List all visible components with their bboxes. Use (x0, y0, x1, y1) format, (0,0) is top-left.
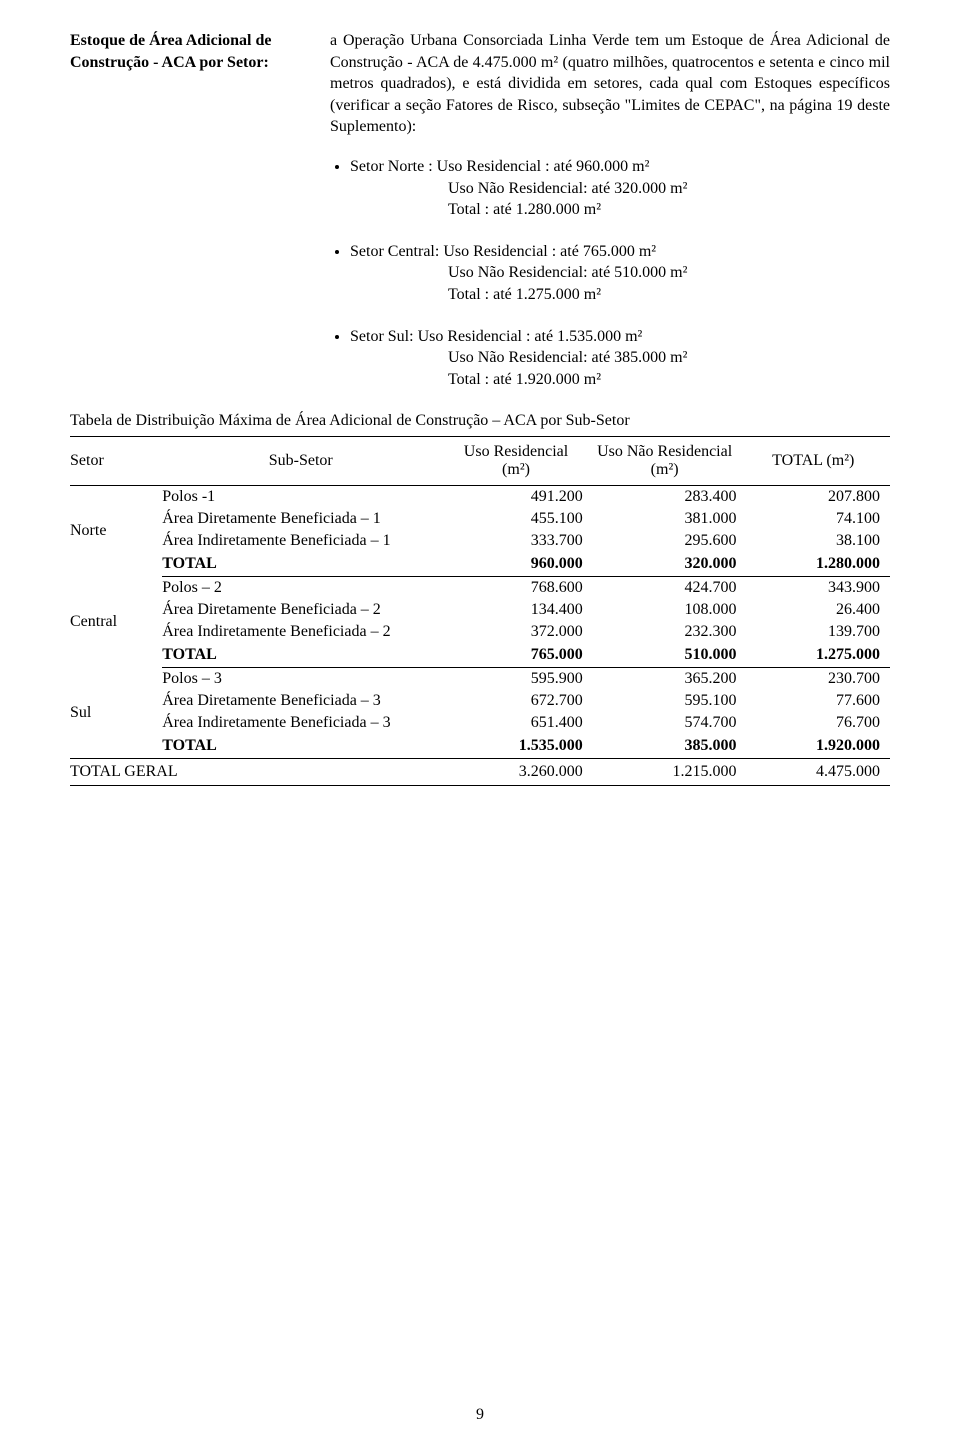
table-header: TOTAL (m²) (747, 436, 891, 485)
grand-total-label: TOTAL GERAL (70, 758, 449, 785)
subsector-label: Área Diretamente Beneficiada – 2 (162, 599, 449, 621)
subsector-label: Polos – 3 (162, 667, 449, 690)
subsector-label: Polos -1 (162, 485, 449, 508)
cell-value: 3.260.000 (449, 758, 593, 785)
cell-value: 1.275.000 (747, 643, 891, 668)
cell-value: 765.000 (449, 643, 593, 668)
cell-value: 455.100 (449, 508, 593, 530)
bullet-line: Setor Sul: Uso Residencial : até 1.535.0… (350, 328, 642, 345)
cell-value: 38.100 (747, 530, 891, 552)
total-label: TOTAL (162, 552, 449, 577)
cell-value: 491.200 (449, 485, 593, 508)
cell-value: 343.900 (747, 576, 891, 599)
cell-value: 381.000 (593, 508, 747, 530)
bullet-line: Uso Não Residencial: até 510.000 m² (350, 262, 890, 284)
subsector-label: Área Indiretamente Beneficiada – 3 (162, 712, 449, 734)
table-row: Área Indiretamente Beneficiada – 1 333.7… (70, 530, 890, 552)
table-row: Norte Polos -1 491.200 283.400 207.800 (70, 485, 890, 508)
subsector-label: Polos – 2 (162, 576, 449, 599)
bullet-line: Setor Norte : Uso Residencial : até 960.… (350, 158, 649, 175)
cell-value: 26.400 (747, 599, 891, 621)
total-label: TOTAL (162, 734, 449, 759)
cell-value: 320.000 (593, 552, 747, 577)
cell-value: 1.535.000 (449, 734, 593, 759)
table-row: Área Indiretamente Beneficiada – 3 651.4… (70, 712, 890, 734)
cell-value: 1.280.000 (747, 552, 891, 577)
cell-value: 1.920.000 (747, 734, 891, 759)
bullet-line: Uso Não Residencial: até 320.000 m² (350, 178, 890, 200)
subsector-label: Área Diretamente Beneficiada – 1 (162, 508, 449, 530)
cell-value: 108.000 (593, 599, 747, 621)
table-row: Área Diretamente Beneficiada – 3 672.700… (70, 690, 890, 712)
table-title: Tabela de Distribuição Máxima de Área Ad… (70, 410, 890, 432)
sector-total-row: TOTAL 960.000 320.000 1.280.000 (70, 552, 890, 577)
subsector-label: Área Indiretamente Beneficiada – 1 (162, 530, 449, 552)
cell-value: 295.600 (593, 530, 747, 552)
cell-value: 372.000 (449, 621, 593, 643)
sector-name: Norte (70, 485, 162, 576)
cell-value: 230.700 (747, 667, 891, 690)
cell-value: 1.215.000 (593, 758, 747, 785)
cell-value: 672.700 (449, 690, 593, 712)
table-header: Setor (70, 436, 162, 485)
cell-value: 510.000 (593, 643, 747, 668)
bullet-line: Total : até 1.920.000 m² (350, 369, 890, 391)
cell-value: 134.400 (449, 599, 593, 621)
cell-value: 74.100 (747, 508, 891, 530)
distribution-table: Setor Sub-Setor Uso Residencial (m²) Uso… (70, 436, 890, 786)
bullet-line: Uso Não Residencial: até 385.000 m² (350, 347, 890, 369)
cell-value: 424.700 (593, 576, 747, 599)
sector-name: Central (70, 576, 162, 667)
total-label: TOTAL (162, 643, 449, 668)
bullet-line: Total : até 1.275.000 m² (350, 284, 890, 306)
sector-total-row: TOTAL 765.000 510.000 1.275.000 (70, 643, 890, 668)
table-header: Uso Residencial (m²) (449, 436, 593, 485)
cell-value: 207.800 (747, 485, 891, 508)
bullet-line: Setor Central: Uso Residencial : até 765… (350, 243, 656, 260)
cell-value: 283.400 (593, 485, 747, 508)
table-header: Sub-Setor (162, 436, 449, 485)
table-row: Área Indiretamente Beneficiada – 2 372.0… (70, 621, 890, 643)
cell-value: 595.100 (593, 690, 747, 712)
cell-value: 960.000 (449, 552, 593, 577)
table-header: Uso Não Residencial (m²) (593, 436, 747, 485)
cell-value: 595.900 (449, 667, 593, 690)
page-number: 9 (0, 1406, 960, 1424)
cell-value: 4.475.000 (747, 758, 891, 785)
cell-value: 365.200 (593, 667, 747, 690)
section-description: a Operação Urbana Consorciada Linha Verd… (330, 30, 890, 138)
subsector-label: Área Diretamente Beneficiada – 3 (162, 690, 449, 712)
section-label: Estoque de Área Adicional de Construção … (70, 30, 300, 73)
cell-value: 139.700 (747, 621, 891, 643)
cell-value: 574.700 (593, 712, 747, 734)
sector-bullets: Setor Norte : Uso Residencial : até 960.… (330, 156, 890, 390)
cell-value: 76.700 (747, 712, 891, 734)
cell-value: 385.000 (593, 734, 747, 759)
cell-value: 333.700 (449, 530, 593, 552)
table-row: Sul Polos – 3 595.900 365.200 230.700 (70, 667, 890, 690)
table-row: Área Diretamente Beneficiada – 2 134.400… (70, 599, 890, 621)
cell-value: 77.600 (747, 690, 891, 712)
cell-value: 768.600 (449, 576, 593, 599)
cell-value: 232.300 (593, 621, 747, 643)
table-row: Área Diretamente Beneficiada – 1 455.100… (70, 508, 890, 530)
sector-name: Sul (70, 667, 162, 758)
sector-total-row: TOTAL 1.535.000 385.000 1.920.000 (70, 734, 890, 759)
subsector-label: Área Indiretamente Beneficiada – 2 (162, 621, 449, 643)
table-row: Central Polos – 2 768.600 424.700 343.90… (70, 576, 890, 599)
cell-value: 651.400 (449, 712, 593, 734)
grand-total-row: TOTAL GERAL 3.260.000 1.215.000 4.475.00… (70, 758, 890, 785)
bullet-line: Total : até 1.280.000 m² (350, 199, 890, 221)
